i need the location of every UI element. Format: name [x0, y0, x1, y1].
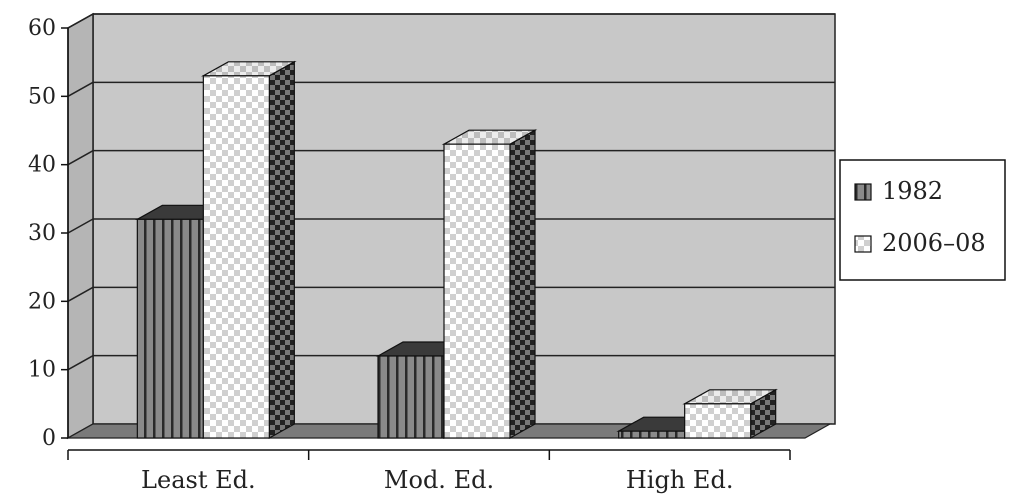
- bar-front: [136, 218, 204, 439]
- gridline: [67, 81, 94, 97]
- bar-front: [618, 430, 686, 439]
- bar-front: [684, 403, 752, 439]
- bar-2006–08-High Ed.: [682, 388, 778, 440]
- y-tick-label: 30: [28, 221, 56, 246]
- bar-front: [202, 75, 270, 439]
- labels: Least Ed. Mod. Ed. High Ed.: [141, 466, 733, 494]
- gridline: [67, 355, 94, 371]
- y-tick-label: 40: [28, 153, 56, 178]
- gridline: [67, 218, 94, 234]
- x-category-label: Least Ed.: [141, 466, 256, 494]
- axes: 0 10 20 30 40 50 60: [28, 16, 791, 460]
- bars: [135, 60, 778, 440]
- gridline: [67, 13, 94, 29]
- bar-2006–08-Least Ed.: [201, 60, 297, 440]
- x-category-label: Mod. Ed.: [384, 466, 494, 494]
- legend-label: 1982: [882, 177, 943, 205]
- gridline: [67, 286, 94, 302]
- legend-swatch: [854, 235, 872, 253]
- bar-front: [377, 355, 445, 439]
- y-tick-label: 10: [28, 358, 56, 383]
- x-category-label: High Ed.: [626, 466, 734, 494]
- bar-side: [268, 60, 295, 440]
- y-tick-label: 60: [28, 16, 56, 41]
- gridline: [67, 150, 94, 166]
- legend: 1982 2006–08: [839, 159, 1006, 281]
- y-tick-label: 0: [42, 426, 56, 451]
- y-tick-label: 20: [28, 289, 56, 314]
- bar-side: [509, 129, 536, 440]
- legend-swatch: [854, 183, 872, 201]
- legend-box: [839, 159, 1006, 281]
- y-tick-label: 50: [28, 84, 56, 109]
- legend-label: 2006–08: [882, 229, 986, 257]
- bar-2006–08-Mod. Ed.: [441, 129, 538, 440]
- bar-front: [443, 143, 511, 439]
